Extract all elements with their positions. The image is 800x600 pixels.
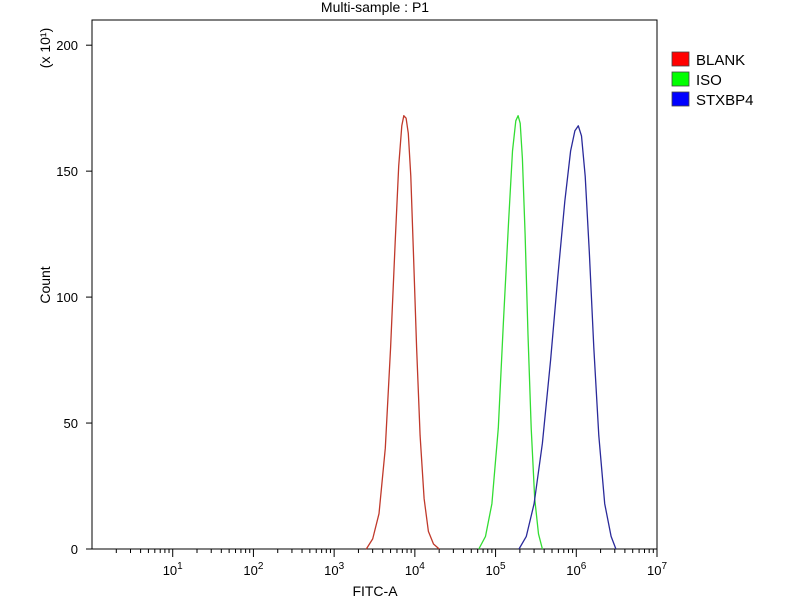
series-line-stxbp4	[518, 125, 617, 550]
x-tick-label-1: 102	[243, 561, 263, 578]
y-axis-label: Count	[37, 266, 53, 303]
y-tick-label-0: 0	[71, 542, 78, 557]
series-line-iso	[478, 115, 544, 550]
legend-label-blank: BLANK	[696, 52, 745, 69]
y-tick-label-3: 150	[56, 164, 78, 179]
legend-swatch-stxbp4	[671, 91, 690, 107]
y-axis-multiplier: (x 10¹)	[37, 28, 53, 68]
legend-swatch-blank	[671, 51, 690, 67]
plot-frame	[91, 19, 658, 550]
legend: BLANK ISO STXBP4	[671, 51, 754, 109]
legend-swatch-iso	[671, 71, 690, 87]
y-axis: 0 50 100 150 200	[56, 38, 92, 557]
x-tick-label-6: 107	[647, 561, 667, 578]
legend-label-iso: ISO	[696, 72, 722, 89]
series-line-blank	[365, 115, 440, 550]
x-tick-label-5: 106	[566, 561, 586, 578]
x-tick-label-3: 104	[405, 561, 425, 578]
series-group	[365, 115, 617, 550]
chart-title: Multi-sample : P1	[321, 0, 429, 15]
x-tick-label-2: 103	[324, 561, 344, 578]
x-tick-label-4: 105	[486, 561, 506, 578]
y-tick-label-2: 100	[56, 290, 78, 305]
x-tick-label-0: 101	[163, 561, 183, 578]
y-tick-label-4: 200	[56, 38, 78, 53]
y-tick-label-1: 50	[64, 416, 78, 431]
x-axis-label: FITC-A	[352, 583, 398, 599]
legend-label-stxbp4: STXBP4	[696, 92, 754, 109]
x-axis: 101 102 103 104 105 106 107	[115, 549, 667, 578]
